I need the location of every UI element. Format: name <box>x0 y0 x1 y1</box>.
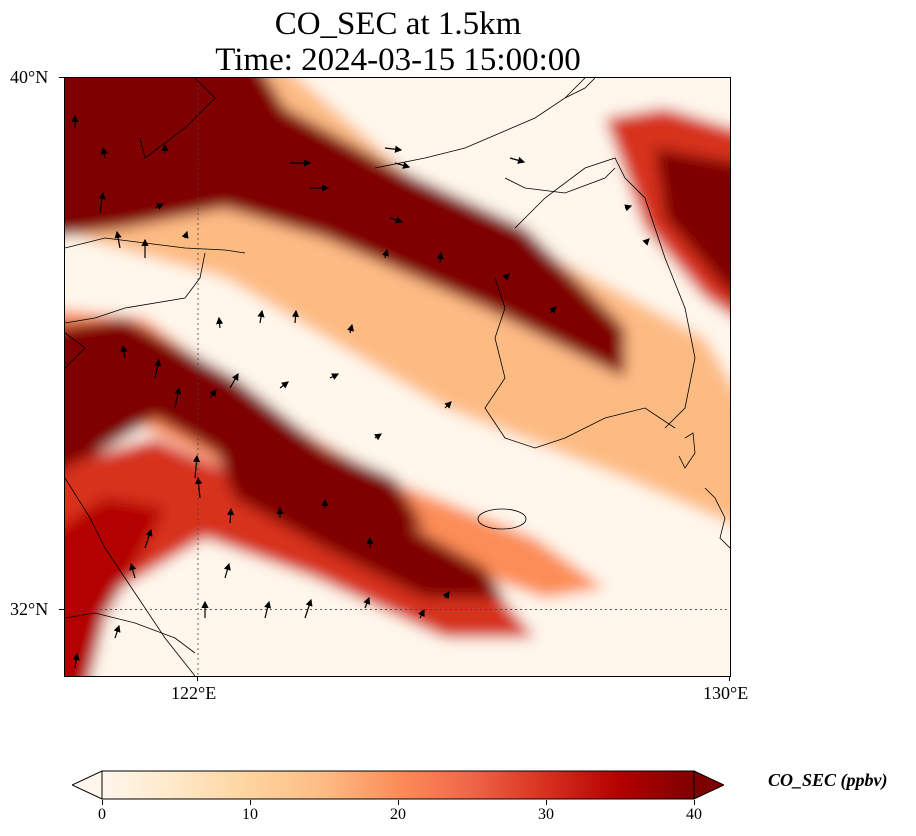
wind-vector <box>181 230 189 239</box>
colorbar-tick-label: 0 <box>98 806 106 823</box>
colorbar-tick <box>694 800 695 805</box>
colorbar-tick-label: 10 <box>242 806 258 823</box>
wind-vector <box>347 323 355 334</box>
wind-vector <box>549 306 557 314</box>
colorbar-tick-label: 30 <box>538 806 554 823</box>
colorbar-tick <box>398 800 399 805</box>
colorbar-high-extension <box>693 770 726 800</box>
latitude-tick <box>59 77 64 78</box>
wind-vector <box>444 401 452 409</box>
wind-vector <box>279 381 289 389</box>
wind-vector <box>229 372 239 389</box>
wind-vector <box>113 624 121 639</box>
wind-vector <box>304 598 313 619</box>
wind-vector <box>264 600 272 619</box>
colorbar-tick <box>102 800 103 805</box>
latitude-tick-label: 32°N <box>10 598 49 619</box>
map-panel[interactable] <box>64 77 731 677</box>
wind-vector <box>384 145 403 153</box>
wind-vector <box>100 146 108 159</box>
latitude-tick-label: 40°N <box>10 67 49 87</box>
longitude-tick-label: 130°E <box>703 683 749 703</box>
co-concentration-field <box>65 78 730 676</box>
wind-vector <box>120 344 128 359</box>
wind-vector <box>226 507 235 524</box>
colorbar <box>70 770 726 800</box>
wind-vector <box>174 386 182 409</box>
wind-vector <box>394 161 411 169</box>
wind-vector <box>509 156 526 164</box>
map-title-line1: CO_SEC at 1.5km <box>274 6 522 42</box>
wind-vector <box>154 203 165 210</box>
wind-vector <box>257 309 265 324</box>
wind-vector <box>129 562 137 579</box>
wind-vector <box>418 608 425 619</box>
wind-vector <box>363 596 371 609</box>
colorbar-tick <box>250 800 251 805</box>
map-title-line2: Time: 2024-03-15 15:00:00 <box>215 42 581 78</box>
wind-vector <box>223 562 231 579</box>
wind-vector <box>374 433 382 441</box>
wind-vector <box>216 316 224 329</box>
colorbar-tick-label: 40 <box>686 806 702 823</box>
wind-vector <box>382 248 390 259</box>
wind-vector <box>642 238 650 246</box>
wind-vector <box>502 273 510 281</box>
wind-vector <box>154 358 162 379</box>
wind-vector <box>195 476 203 499</box>
wind-vector <box>291 309 300 324</box>
longitude-tick-label: 122°E <box>171 683 217 703</box>
colorbar-tick <box>546 800 547 805</box>
wind-vector <box>144 528 153 549</box>
wind-vector <box>192 454 201 479</box>
wind-vector <box>72 652 80 669</box>
colorbar-low-extension <box>70 770 103 800</box>
wind-vector <box>114 230 122 249</box>
colorbar-tick-label: 20 <box>390 806 406 823</box>
wind-vector <box>436 251 444 264</box>
longitude-tick <box>197 676 198 681</box>
wind-vector <box>442 591 450 599</box>
wind-vector <box>209 389 217 399</box>
colorbar-gradient <box>101 770 695 800</box>
longitude-tick <box>729 676 730 681</box>
wind-vector <box>329 373 340 380</box>
wind-vector <box>389 216 404 224</box>
wind-vector <box>624 204 633 212</box>
wind-vector <box>98 191 106 214</box>
colorbar-label: CO_SEC (ppbv) <box>768 770 888 790</box>
latitude-tick <box>59 608 64 610</box>
